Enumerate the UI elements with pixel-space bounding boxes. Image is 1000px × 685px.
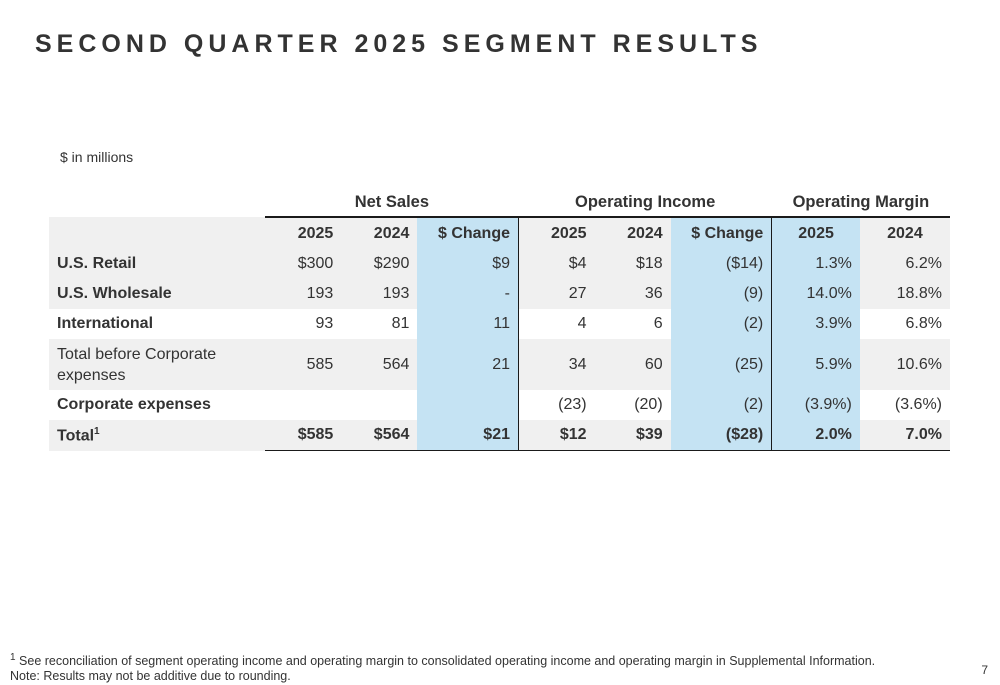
cell: 18.8% <box>859 279 950 309</box>
cell: (2) <box>670 390 773 420</box>
cell: 193 <box>265 279 342 309</box>
cell: 60 <box>594 339 671 390</box>
cell: (23) <box>558 396 587 413</box>
page-number: 7 <box>981 663 988 677</box>
cell: ($28) <box>670 420 773 451</box>
column-header-row: 2025 2024 $ Change 2025 2024 $ Change 20… <box>49 216 950 249</box>
col-op-income-2024: 2024 <box>594 216 671 249</box>
cell: $564 <box>341 420 418 451</box>
footnote-marker: 1 <box>94 425 100 437</box>
footnote-1-marker: 1 <box>10 652 16 663</box>
table-row-total: Total1 $585 $564 $21 $12 $39 ($28) 2.0% … <box>49 420 950 451</box>
row-label: International <box>57 315 154 332</box>
cell <box>341 390 417 420</box>
footnote-2: Note: Results may not be additive due to… <box>10 669 291 684</box>
cell: $21 <box>417 420 520 451</box>
table-row-international: International 93 81 11 4 6 (2) 3.9% 6.8% <box>49 309 950 339</box>
cell: 11 <box>417 309 520 339</box>
cell: $18 <box>594 249 671 279</box>
footnote-1-text: See reconciliation of segment operating … <box>19 654 876 669</box>
cell <box>265 390 341 420</box>
cell: 2.0% <box>771 420 860 451</box>
cell: 27 <box>518 279 595 309</box>
table-row-us-retail: U.S. Retail $300 $290 $9 $4 $18 ($14) 1.… <box>49 249 950 279</box>
group-header-row: Net Sales Operating Income Operating Mar… <box>49 188 950 217</box>
col-op-margin-2024: 2024 <box>859 216 950 249</box>
cell: $9 <box>417 249 520 279</box>
cell: 4 <box>577 315 587 332</box>
table-row-us-wholesale: U.S. Wholesale 193 193 - 27 36 (9) 14.0%… <box>49 279 950 309</box>
row-label: Corporate expenses <box>57 396 211 413</box>
table-row-total-before-corporate: Total before Corporate expenses 585 564 … <box>49 339 950 390</box>
col-op-margin-2025: 2025 <box>771 216 860 249</box>
page-title: SECOND QUARTER 2025 SEGMENT RESULTS <box>35 30 763 58</box>
cell: 6.2% <box>859 249 950 279</box>
cell: (25) <box>670 339 773 390</box>
col-net-sales-change: $ Change <box>417 216 520 249</box>
cell: 7.0% <box>859 420 950 451</box>
group-operating-income: Operating Income <box>574 192 716 211</box>
cell: 34 <box>518 339 595 390</box>
cell: 1.3% <box>771 249 860 279</box>
col-op-income-change: $ Change <box>670 216 773 249</box>
column-header-label <box>49 217 266 249</box>
cell: 6.8% <box>905 315 942 332</box>
col-net-sales-2025: 2025 <box>265 216 342 249</box>
col-op-income-2025: 2025 <box>518 216 595 249</box>
group-operating-margin: Operating Margin <box>792 192 930 211</box>
cell: - <box>417 279 520 309</box>
cell: (9) <box>670 279 773 309</box>
cell: $300 <box>265 249 342 279</box>
header-blank <box>49 188 266 217</box>
cell: $290 <box>341 249 418 279</box>
cell: (3.9%) <box>771 390 860 420</box>
row-label: Total1 <box>49 420 266 451</box>
cell: 6 <box>653 315 663 332</box>
row-label: U.S. Wholesale <box>49 279 266 309</box>
cell: (3.6%) <box>894 396 942 413</box>
cell: 81 <box>391 315 410 332</box>
footnotes: 1 See reconciliation of segment operatin… <box>10 650 875 684</box>
group-net-sales: Net Sales <box>354 192 430 211</box>
cell: 5.9% <box>771 339 860 390</box>
cell: 10.6% <box>859 339 950 390</box>
units-note: $ in millions <box>60 149 134 165</box>
col-net-sales-2024: 2024 <box>341 216 418 249</box>
cell: 36 <box>594 279 671 309</box>
cell: 14.0% <box>771 279 860 309</box>
cell: 564 <box>341 339 418 390</box>
table-row-corporate-expenses: Corporate expenses (23) (20) (2) (3.9%) … <box>49 390 950 420</box>
total-label: Total <box>57 426 95 444</box>
cell: (2) <box>670 309 773 339</box>
cell: $39 <box>594 420 671 451</box>
cell: 193 <box>341 279 418 309</box>
row-label: U.S. Retail <box>49 249 266 279</box>
cell: $585 <box>265 420 342 451</box>
footnote-1: 1 See reconciliation of segment operatin… <box>10 650 875 669</box>
row-label: Total before Corporate expenses <box>49 339 266 390</box>
cell: 585 <box>265 339 342 390</box>
segment-results-table: Net Sales Operating Income Operating Mar… <box>49 188 950 451</box>
cell: $12 <box>518 420 595 451</box>
cell: 3.9% <box>771 309 860 339</box>
cell: ($14) <box>670 249 773 279</box>
cell: 93 <box>315 315 334 332</box>
cell <box>417 390 520 420</box>
cell: (20) <box>634 396 663 413</box>
cell: 21 <box>417 339 520 390</box>
cell: $4 <box>518 249 595 279</box>
